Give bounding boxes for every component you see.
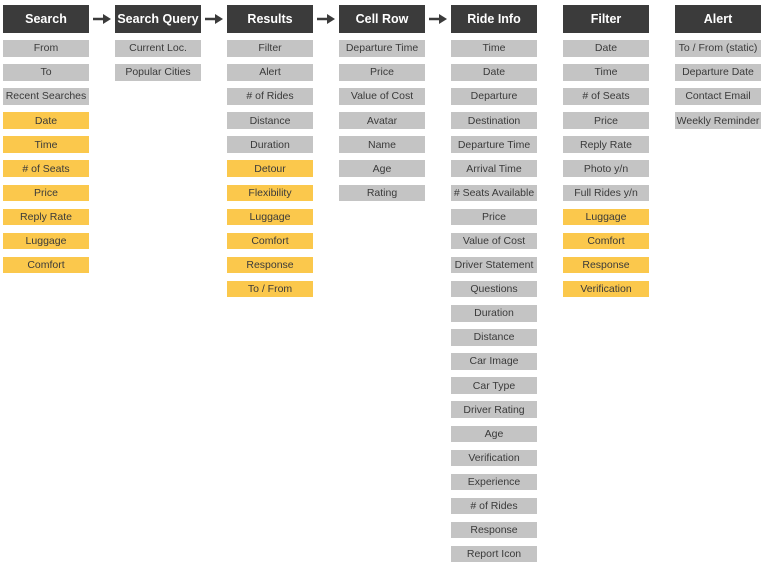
item: Photo y/n [563,160,649,177]
highlighted-item: Flexibility [227,184,313,202]
arrow-results-to-cell-row [317,14,335,24]
item: Car Type [451,377,537,394]
item: Contact Email [675,88,761,105]
column-header-search-query: Search Query [115,5,201,33]
item: Time [563,64,649,81]
item: Avatar [339,112,425,129]
item: Distance [227,112,313,129]
item: Recent Searches [3,88,89,105]
item: From [3,40,89,57]
column-header-ride-info: Ride Info [451,5,537,33]
highlighted-item: To / From [227,280,313,298]
item: Departure Date [675,64,761,81]
item: # Seats Available [451,184,537,202]
item: # of Rides [451,497,537,515]
highlighted-item: Reply Rate [3,208,89,226]
arrow-head [215,14,223,24]
highlighted-item: Price [3,184,89,202]
highlighted-item: Comfort [563,232,649,250]
item: Departure Time [451,136,537,153]
highlighted-item: Comfort [227,232,313,250]
item: Filter [227,40,313,57]
item: Value of Cost [451,232,537,250]
item: Price [451,208,537,226]
column-ride-info: Ride Info Time Date Departure Destination Dep… [451,5,537,570]
item: Driver Rating [451,401,537,418]
highlighted-item: Detour [227,160,313,177]
item: Date [451,64,537,81]
highlighted-item: Date [3,112,89,129]
highlighted-item: Luggage [227,208,313,226]
highlighted-item: Comfort [3,256,89,274]
item: Experience [451,473,537,491]
item: Popular Cities [115,64,201,81]
column-items-cell-row: Departure Time Price Value of Cost Avatar Na… [339,40,425,202]
arrow-head [103,14,111,24]
highlighted-item: Response [563,256,649,274]
item: Weekly Reminder [675,112,761,129]
column-search-query: Search Query Current Loc. Popular Cities [115,5,201,88]
column-search: Search From To Recent Searches Date Time # of … [3,5,89,281]
item: To [3,64,89,81]
item: Value of Cost [339,88,425,105]
item: Driver Statement [451,256,537,274]
highlighted-item: Response [227,256,313,274]
column-items-search-query: Current Loc. Popular Cities [115,40,201,81]
arrow-head [439,14,447,24]
arrow-cell-row-to-ride-info [429,14,447,24]
item: Reply Rate [563,136,649,153]
item: Name [339,136,425,153]
column-header-alert: Alert [675,5,761,33]
item: Age [339,160,425,177]
item: Duration [227,136,313,153]
item: Age [451,425,537,442]
column-header-search: Search [3,5,89,33]
arrow-head [327,14,335,24]
item: Verification [451,449,537,467]
column-items-search: From To Recent Searches Date Time # of Seats P… [3,40,89,274]
highlighted-item: Luggage [3,232,89,250]
column-header-filter: Filter [563,5,649,33]
column-items-alert: To / From (static) Departure Date Contact … [675,40,761,129]
item: Duration [451,305,537,322]
highlighted-item: Time [3,136,89,153]
item: Questions [451,280,537,298]
column-results: Results Filter Alert # of Rides Distance Dura… [227,5,313,305]
arrow-search-query-to-results [205,14,223,24]
item: Price [339,64,425,81]
item: # of Rides [227,88,313,105]
item: Distance [451,329,537,346]
highlighted-item: Luggage [563,208,649,226]
item: # of Seats [563,88,649,105]
item: Price [563,112,649,129]
column-items-results: Filter Alert # of Rides Distance Duration Det… [227,40,313,298]
column-header-results: Results [227,5,313,33]
column-alert: Alert To / From (static) Departure Date Con… [675,5,761,136]
item: Full Rides y/n [563,184,649,202]
item: Current Loc. [115,40,201,57]
highlighted-item: Verification [563,280,649,298]
item: Alert [227,64,313,81]
arrow-search-to-search-query [93,14,111,24]
item: Departure Time [339,40,425,57]
column-filter: Filter Date Time # of Seats Price Reply Rate P… [563,5,649,305]
column-items-ride-info: Time Date Departure Destination Departure Ti… [451,40,537,563]
column-items-filter: Date Time # of Seats Price Reply Rate Photo y… [563,40,649,298]
item: Rating [339,184,425,202]
column-cell-row: Cell Row Departure Time Price Value of Cost… [339,5,425,209]
item: Date [563,40,649,57]
item: Car Image [451,353,537,370]
item: Time [451,40,537,57]
highlighted-item: # of Seats [3,160,89,177]
item: Departure [451,88,537,105]
item: Arrival Time [451,160,537,177]
column-header-cell-row: Cell Row [339,5,425,33]
item: Report Icon [451,545,537,563]
item: Destination [451,112,537,129]
item: Response [451,521,537,539]
item: To / From (static) [675,40,761,57]
